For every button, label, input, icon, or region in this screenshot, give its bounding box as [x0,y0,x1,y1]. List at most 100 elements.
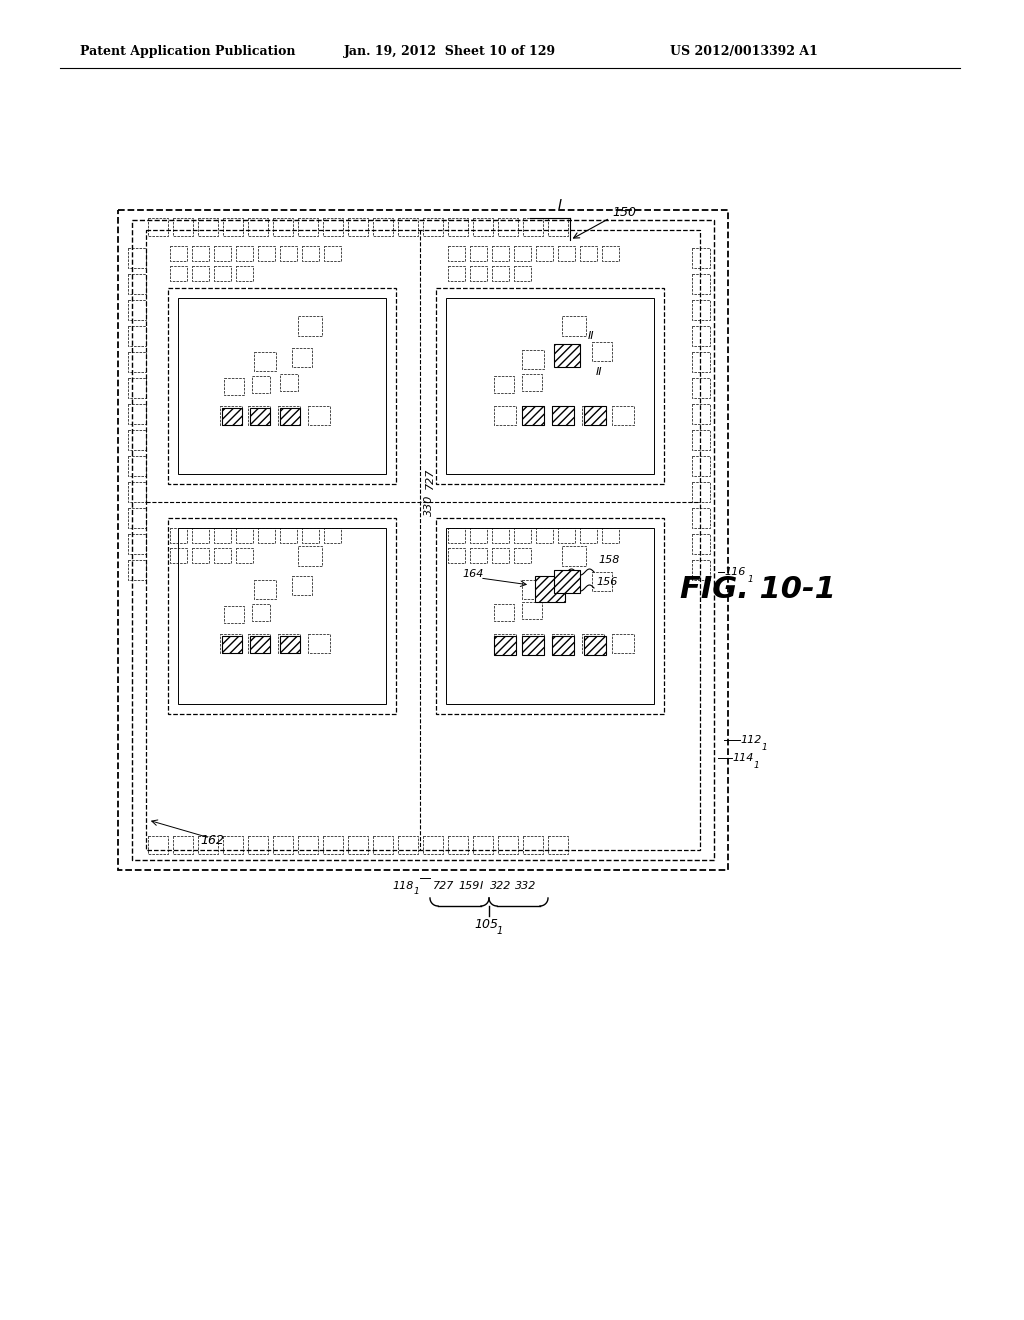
Bar [248,634,270,653]
Bar [280,374,298,391]
Bar [446,528,654,704]
Bar [552,407,574,425]
Bar [612,634,634,653]
Bar [449,267,465,281]
Bar [449,218,468,236]
Text: 164: 164 [462,569,483,579]
Bar [128,482,146,502]
Bar [514,548,531,564]
Bar [173,836,193,854]
Bar [692,378,710,399]
Text: FIG. 10-1: FIG. 10-1 [680,576,836,605]
Bar [170,246,187,261]
Bar [220,634,242,653]
Bar [214,246,231,261]
Bar [446,298,654,474]
Bar [692,326,710,346]
Bar [248,218,268,236]
Bar [146,230,700,850]
Bar [492,267,509,281]
Bar [494,636,516,655]
Bar [523,218,543,236]
Bar [522,636,544,655]
Bar [258,246,275,261]
Bar [248,836,268,854]
Bar [522,407,544,425]
Bar [536,246,553,261]
Bar [692,430,710,450]
Bar [692,248,710,268]
Text: 118: 118 [392,880,414,891]
Bar [494,605,514,620]
Bar [128,508,146,528]
Bar [173,218,193,236]
Bar [254,579,276,599]
Bar [470,528,487,543]
Bar [128,300,146,319]
Bar [280,408,300,425]
Bar [298,315,322,337]
Bar [449,528,465,543]
Bar [193,548,209,564]
Bar [522,407,544,425]
Bar [535,576,565,602]
Bar [128,352,146,372]
Bar [148,218,168,236]
Text: 156: 156 [596,577,617,587]
Bar [168,517,396,714]
Bar [692,560,710,579]
Bar [278,407,300,425]
Bar [168,288,396,484]
Bar [692,455,710,477]
Bar [214,267,231,281]
Bar [398,218,418,236]
Bar [514,246,531,261]
Bar [562,546,586,566]
Bar [473,218,493,236]
Bar [612,407,634,425]
Bar [498,218,518,236]
Text: II: II [588,331,595,341]
Bar [348,218,368,236]
Bar [584,636,606,655]
Bar [292,348,312,367]
Bar [302,528,319,543]
Bar [132,220,714,861]
Bar [602,246,618,261]
Bar [222,408,242,425]
Bar [170,267,187,281]
Bar [128,535,146,554]
Bar [323,836,343,854]
Bar [308,407,330,425]
Bar [558,246,575,261]
Bar [552,636,574,655]
Bar [494,376,514,393]
Bar [514,267,531,281]
Bar [522,350,544,370]
Text: 150: 150 [612,206,636,219]
Bar [692,275,710,294]
Bar [178,298,386,474]
Bar [193,528,209,543]
Bar [258,528,275,543]
Text: 1: 1 [754,762,760,770]
Bar [580,528,597,543]
Bar [523,836,543,854]
Bar [562,315,586,337]
Text: 322: 322 [490,880,511,891]
Bar [214,528,231,543]
Bar [128,404,146,424]
Bar [492,548,509,564]
Bar [592,572,612,591]
Text: Jan. 19, 2012  Sheet 10 of 129: Jan. 19, 2012 Sheet 10 of 129 [344,45,556,58]
Bar [492,246,509,261]
Bar [128,275,146,294]
Text: 332: 332 [515,880,537,891]
Bar [193,267,209,281]
Text: Patent Application Publication: Patent Application Publication [80,45,296,58]
Bar [436,288,664,484]
Text: 1: 1 [762,743,768,752]
Bar [423,218,443,236]
Text: 114: 114 [732,752,754,763]
Bar [552,407,574,425]
